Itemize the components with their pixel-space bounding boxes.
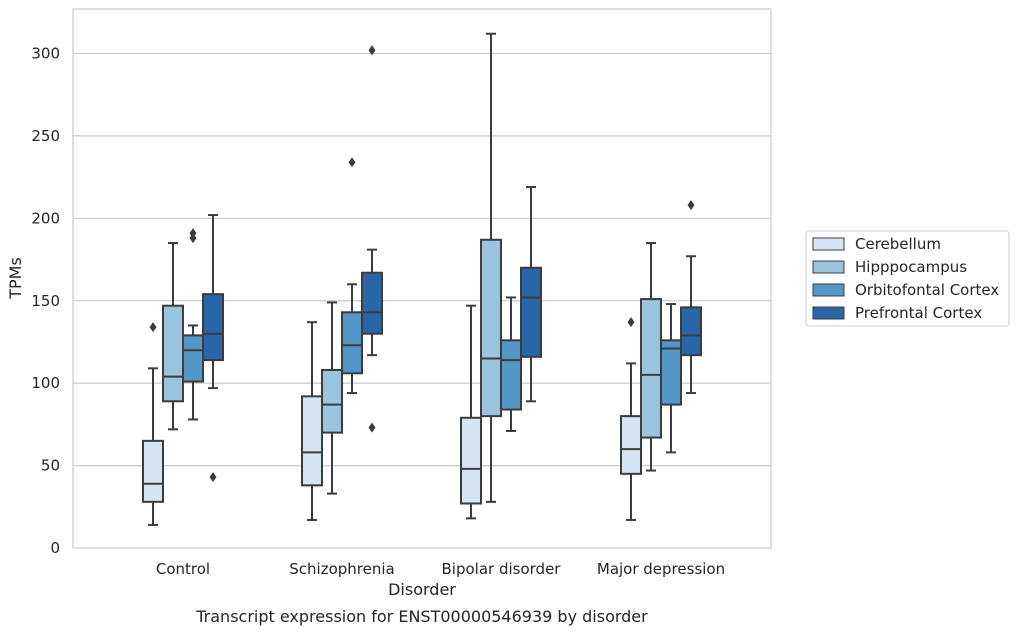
y-axis-ticks: 0 50 100 150 200 250 300 xyxy=(31,45,60,558)
gridlines xyxy=(73,52,771,467)
box-hipppocampus-1 xyxy=(321,301,343,495)
box-iqr xyxy=(301,395,323,487)
y-tick-label: 300 xyxy=(31,45,60,63)
box-iqr xyxy=(640,298,662,439)
box-iqr xyxy=(142,439,164,503)
box-iqr xyxy=(460,416,482,505)
box-iqr xyxy=(520,266,542,358)
y-tick-label: 150 xyxy=(31,292,60,310)
box-prefrontal-cortex-0 xyxy=(202,214,224,483)
y-tick-label: 250 xyxy=(31,127,60,145)
legend-frame xyxy=(805,230,1010,327)
box-iqr xyxy=(660,339,682,406)
box-prefrontal-cortex-2 xyxy=(520,186,542,403)
box-iqr xyxy=(680,306,702,357)
plot-frame xyxy=(72,8,772,549)
outlier-point xyxy=(348,157,356,168)
y-tick-label: 50 xyxy=(41,457,60,475)
outlier-point xyxy=(627,317,635,328)
box-iqr xyxy=(341,311,363,375)
box-iqr xyxy=(162,304,184,403)
box-hipppocampus-3 xyxy=(640,242,662,472)
box-iqr xyxy=(620,415,642,475)
box-iqr xyxy=(361,271,383,335)
x-tick-label: Schizophrenia xyxy=(289,560,394,578)
box-iqr xyxy=(202,293,224,362)
chart-caption: Transcript expression for ENST0000054693… xyxy=(195,607,648,626)
box-iqr xyxy=(182,334,204,383)
outlier-point xyxy=(687,200,695,211)
box-cerebellum-3 xyxy=(620,317,642,521)
box-orbitofontal-cortex-0 xyxy=(182,228,204,421)
legend-label: Hipppocampus xyxy=(855,258,967,276)
box-iqr xyxy=(500,339,522,411)
x-tick-label: Control xyxy=(156,560,210,578)
box-hipppocampus-2 xyxy=(480,32,502,503)
outlier-point xyxy=(368,422,376,433)
box-iqr xyxy=(480,238,502,418)
legend-swatch xyxy=(812,237,845,251)
outlier-point xyxy=(189,228,197,239)
x-tick-label: Major depression xyxy=(597,560,725,578)
box-orbitofontal-cortex-3 xyxy=(660,303,682,454)
box-iqr xyxy=(321,368,343,434)
box-cerebellum-1 xyxy=(301,321,323,521)
box-orbitofontal-cortex-1 xyxy=(341,157,363,395)
box-cerebellum-0 xyxy=(142,322,164,526)
legend-label: Orbitofontal Cortex xyxy=(855,281,999,299)
box-orbitofontal-cortex-2 xyxy=(500,296,522,432)
outlier-point xyxy=(368,45,376,56)
box-hipppocampus-0 xyxy=(162,242,184,431)
y-tick-label: 0 xyxy=(50,539,60,557)
legend: Cerebellum Hipppocampus Orbitofontal Corte… xyxy=(805,230,1010,327)
x-axis-label: Disorder xyxy=(388,580,456,599)
legend-label: Cerebellum xyxy=(855,235,941,253)
box-prefrontal-cortex-1 xyxy=(361,45,383,433)
y-axis-label: TPMs xyxy=(6,257,25,300)
x-tick-label: Bipolar disorder xyxy=(442,560,562,578)
outlier-point xyxy=(149,322,157,333)
x-axis-ticks: Control Schizophrenia Bipolar disorder Majo… xyxy=(156,560,725,578)
legend-swatch xyxy=(812,306,845,320)
boxes xyxy=(142,32,702,526)
legend-swatch xyxy=(812,283,845,297)
box-prefrontal-cortex-3 xyxy=(680,200,702,395)
legend-swatch xyxy=(812,260,845,274)
legend-label: Prefrontal Cortex xyxy=(855,304,982,322)
outlier-point xyxy=(209,472,217,483)
box-cerebellum-2 xyxy=(460,304,482,520)
y-tick-label: 100 xyxy=(31,374,60,392)
y-tick-label: 200 xyxy=(31,209,60,227)
